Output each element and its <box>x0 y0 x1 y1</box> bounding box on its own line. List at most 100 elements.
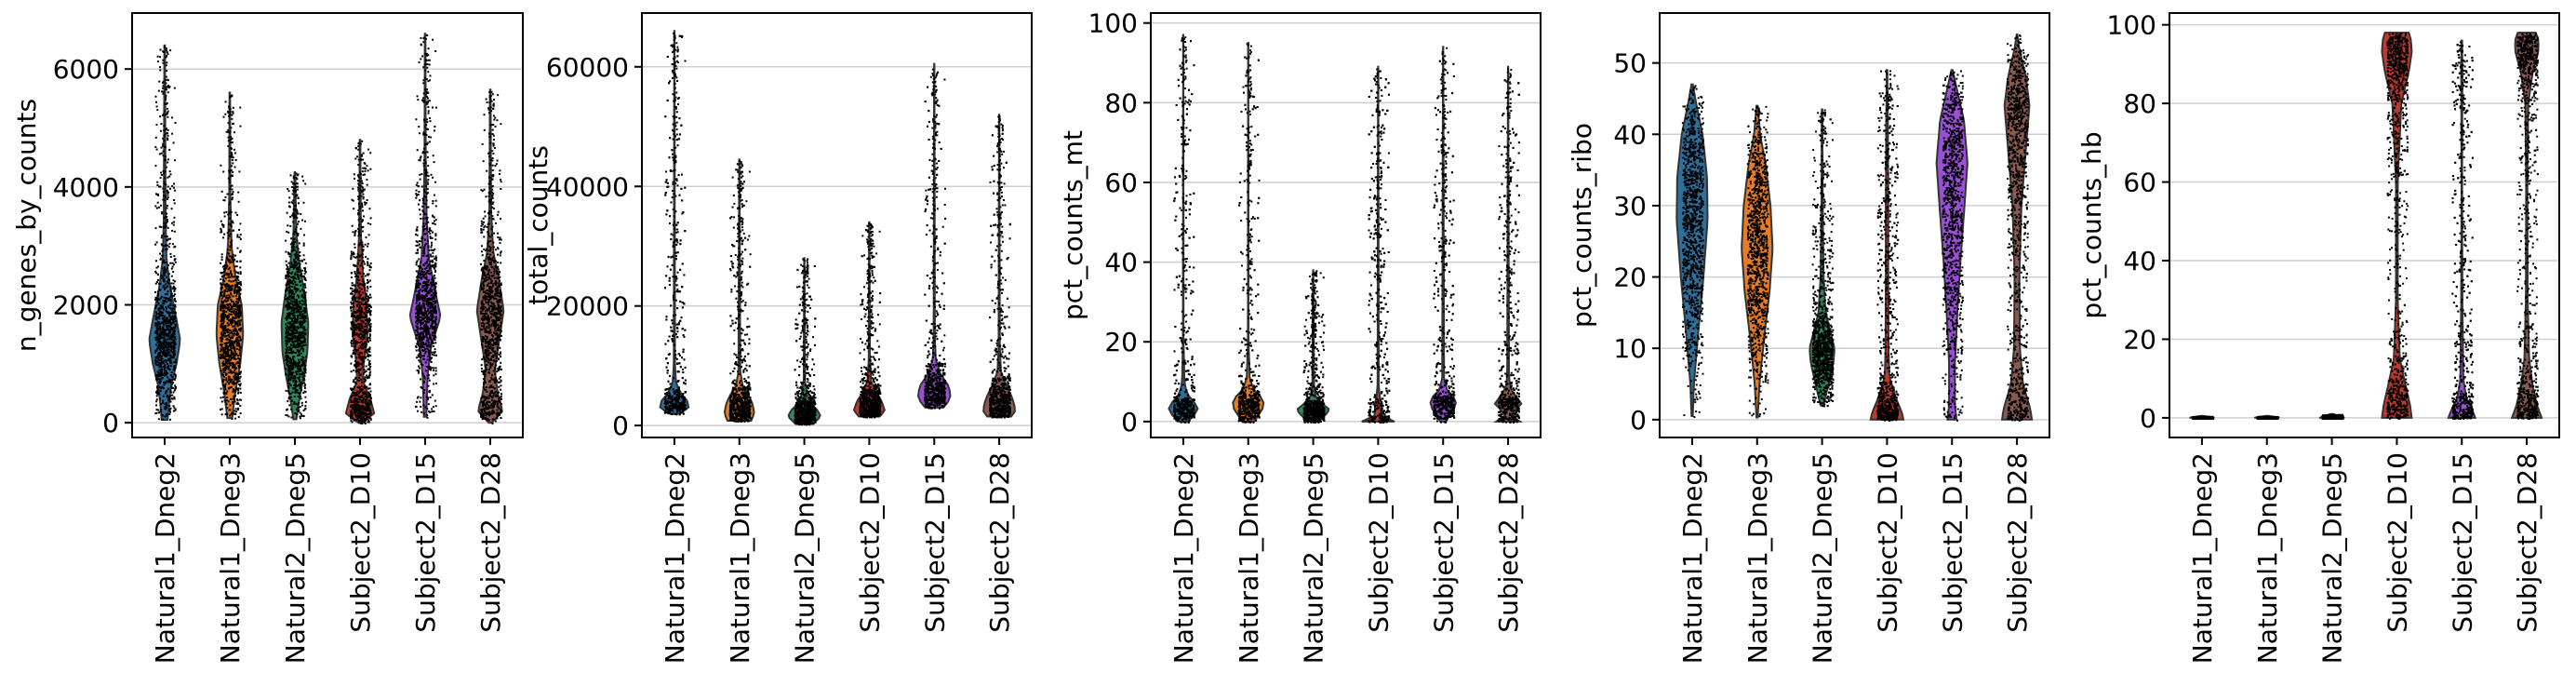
data-point <box>174 320 177 322</box>
data-point <box>432 277 434 280</box>
data-point <box>160 374 163 377</box>
data-point <box>240 283 242 286</box>
data-point <box>240 370 242 373</box>
data-point <box>222 328 225 330</box>
data-point <box>225 283 228 285</box>
data-point <box>154 336 157 339</box>
data-point <box>220 354 222 356</box>
data-point <box>157 302 160 304</box>
data-point <box>362 188 365 191</box>
data-point <box>239 375 242 378</box>
data-point <box>368 325 371 328</box>
data-point <box>238 282 241 284</box>
data-point <box>421 334 424 337</box>
data-point <box>154 95 157 98</box>
data-point <box>231 117 234 120</box>
data-point <box>221 396 224 398</box>
data-point <box>163 339 166 342</box>
data-point <box>164 415 167 418</box>
data-point <box>166 390 168 393</box>
data-point <box>421 285 424 288</box>
data-point <box>154 356 157 358</box>
data-point <box>229 262 232 264</box>
data-point <box>285 274 287 276</box>
data-point <box>154 351 157 354</box>
data-point <box>293 295 295 298</box>
data-point <box>424 350 427 353</box>
data-point <box>286 408 288 410</box>
data-point <box>291 356 294 358</box>
data-point <box>222 368 225 370</box>
data-point <box>235 316 238 319</box>
data-point <box>233 412 235 415</box>
data-point <box>299 264 301 267</box>
data-point <box>171 321 174 324</box>
data-point <box>356 281 359 284</box>
data-point <box>434 330 436 332</box>
data-point <box>428 391 431 394</box>
data-point <box>302 289 304 292</box>
data-point <box>158 317 161 320</box>
data-point <box>418 312 420 315</box>
data-point <box>157 206 160 208</box>
data-point <box>351 312 354 315</box>
data-point <box>158 185 161 188</box>
data-point <box>287 390 289 393</box>
data-point <box>426 155 429 158</box>
data-point <box>238 321 241 324</box>
data-point <box>430 278 433 281</box>
data-point <box>420 336 423 339</box>
data-point <box>171 307 174 310</box>
data-point <box>362 197 365 200</box>
data-point <box>434 370 437 372</box>
data-point <box>353 173 355 176</box>
data-point <box>162 387 165 389</box>
data-point <box>421 303 424 306</box>
data-point <box>161 352 164 355</box>
data-point <box>175 323 177 326</box>
data-point <box>297 345 300 348</box>
data-point <box>286 334 288 337</box>
data-point <box>432 231 434 234</box>
data-point <box>428 301 431 303</box>
data-point <box>296 309 298 312</box>
data-point <box>169 361 172 364</box>
data-point <box>239 310 242 313</box>
data-point <box>167 239 169 242</box>
data-point <box>434 126 436 128</box>
data-point <box>285 260 287 262</box>
data-point <box>222 380 224 382</box>
data-point <box>164 338 167 341</box>
data-point <box>159 343 162 346</box>
data-point <box>297 340 300 343</box>
data-point <box>163 232 165 235</box>
data-point <box>426 398 429 401</box>
data-point <box>427 321 430 324</box>
data-point <box>292 351 295 354</box>
data-point <box>231 141 234 143</box>
data-point <box>367 387 369 390</box>
data-point <box>154 136 157 139</box>
data-point <box>359 338 362 340</box>
data-point <box>360 387 363 390</box>
data-point <box>290 344 293 347</box>
data-point <box>305 271 307 274</box>
data-point <box>157 265 159 268</box>
data-point <box>290 361 293 364</box>
data-point <box>295 177 298 179</box>
data-point <box>285 341 287 343</box>
data-point <box>220 190 223 193</box>
data-point <box>236 302 239 304</box>
data-point <box>225 335 228 337</box>
data-point <box>302 297 305 300</box>
data-point <box>292 276 295 278</box>
data-point <box>357 414 360 417</box>
data-point <box>233 290 235 293</box>
data-point <box>288 196 291 199</box>
data-point <box>293 384 296 387</box>
data-point <box>296 275 299 277</box>
data-point <box>361 204 364 207</box>
data-point <box>301 321 304 324</box>
data-point <box>300 324 303 327</box>
data-point <box>433 300 435 303</box>
